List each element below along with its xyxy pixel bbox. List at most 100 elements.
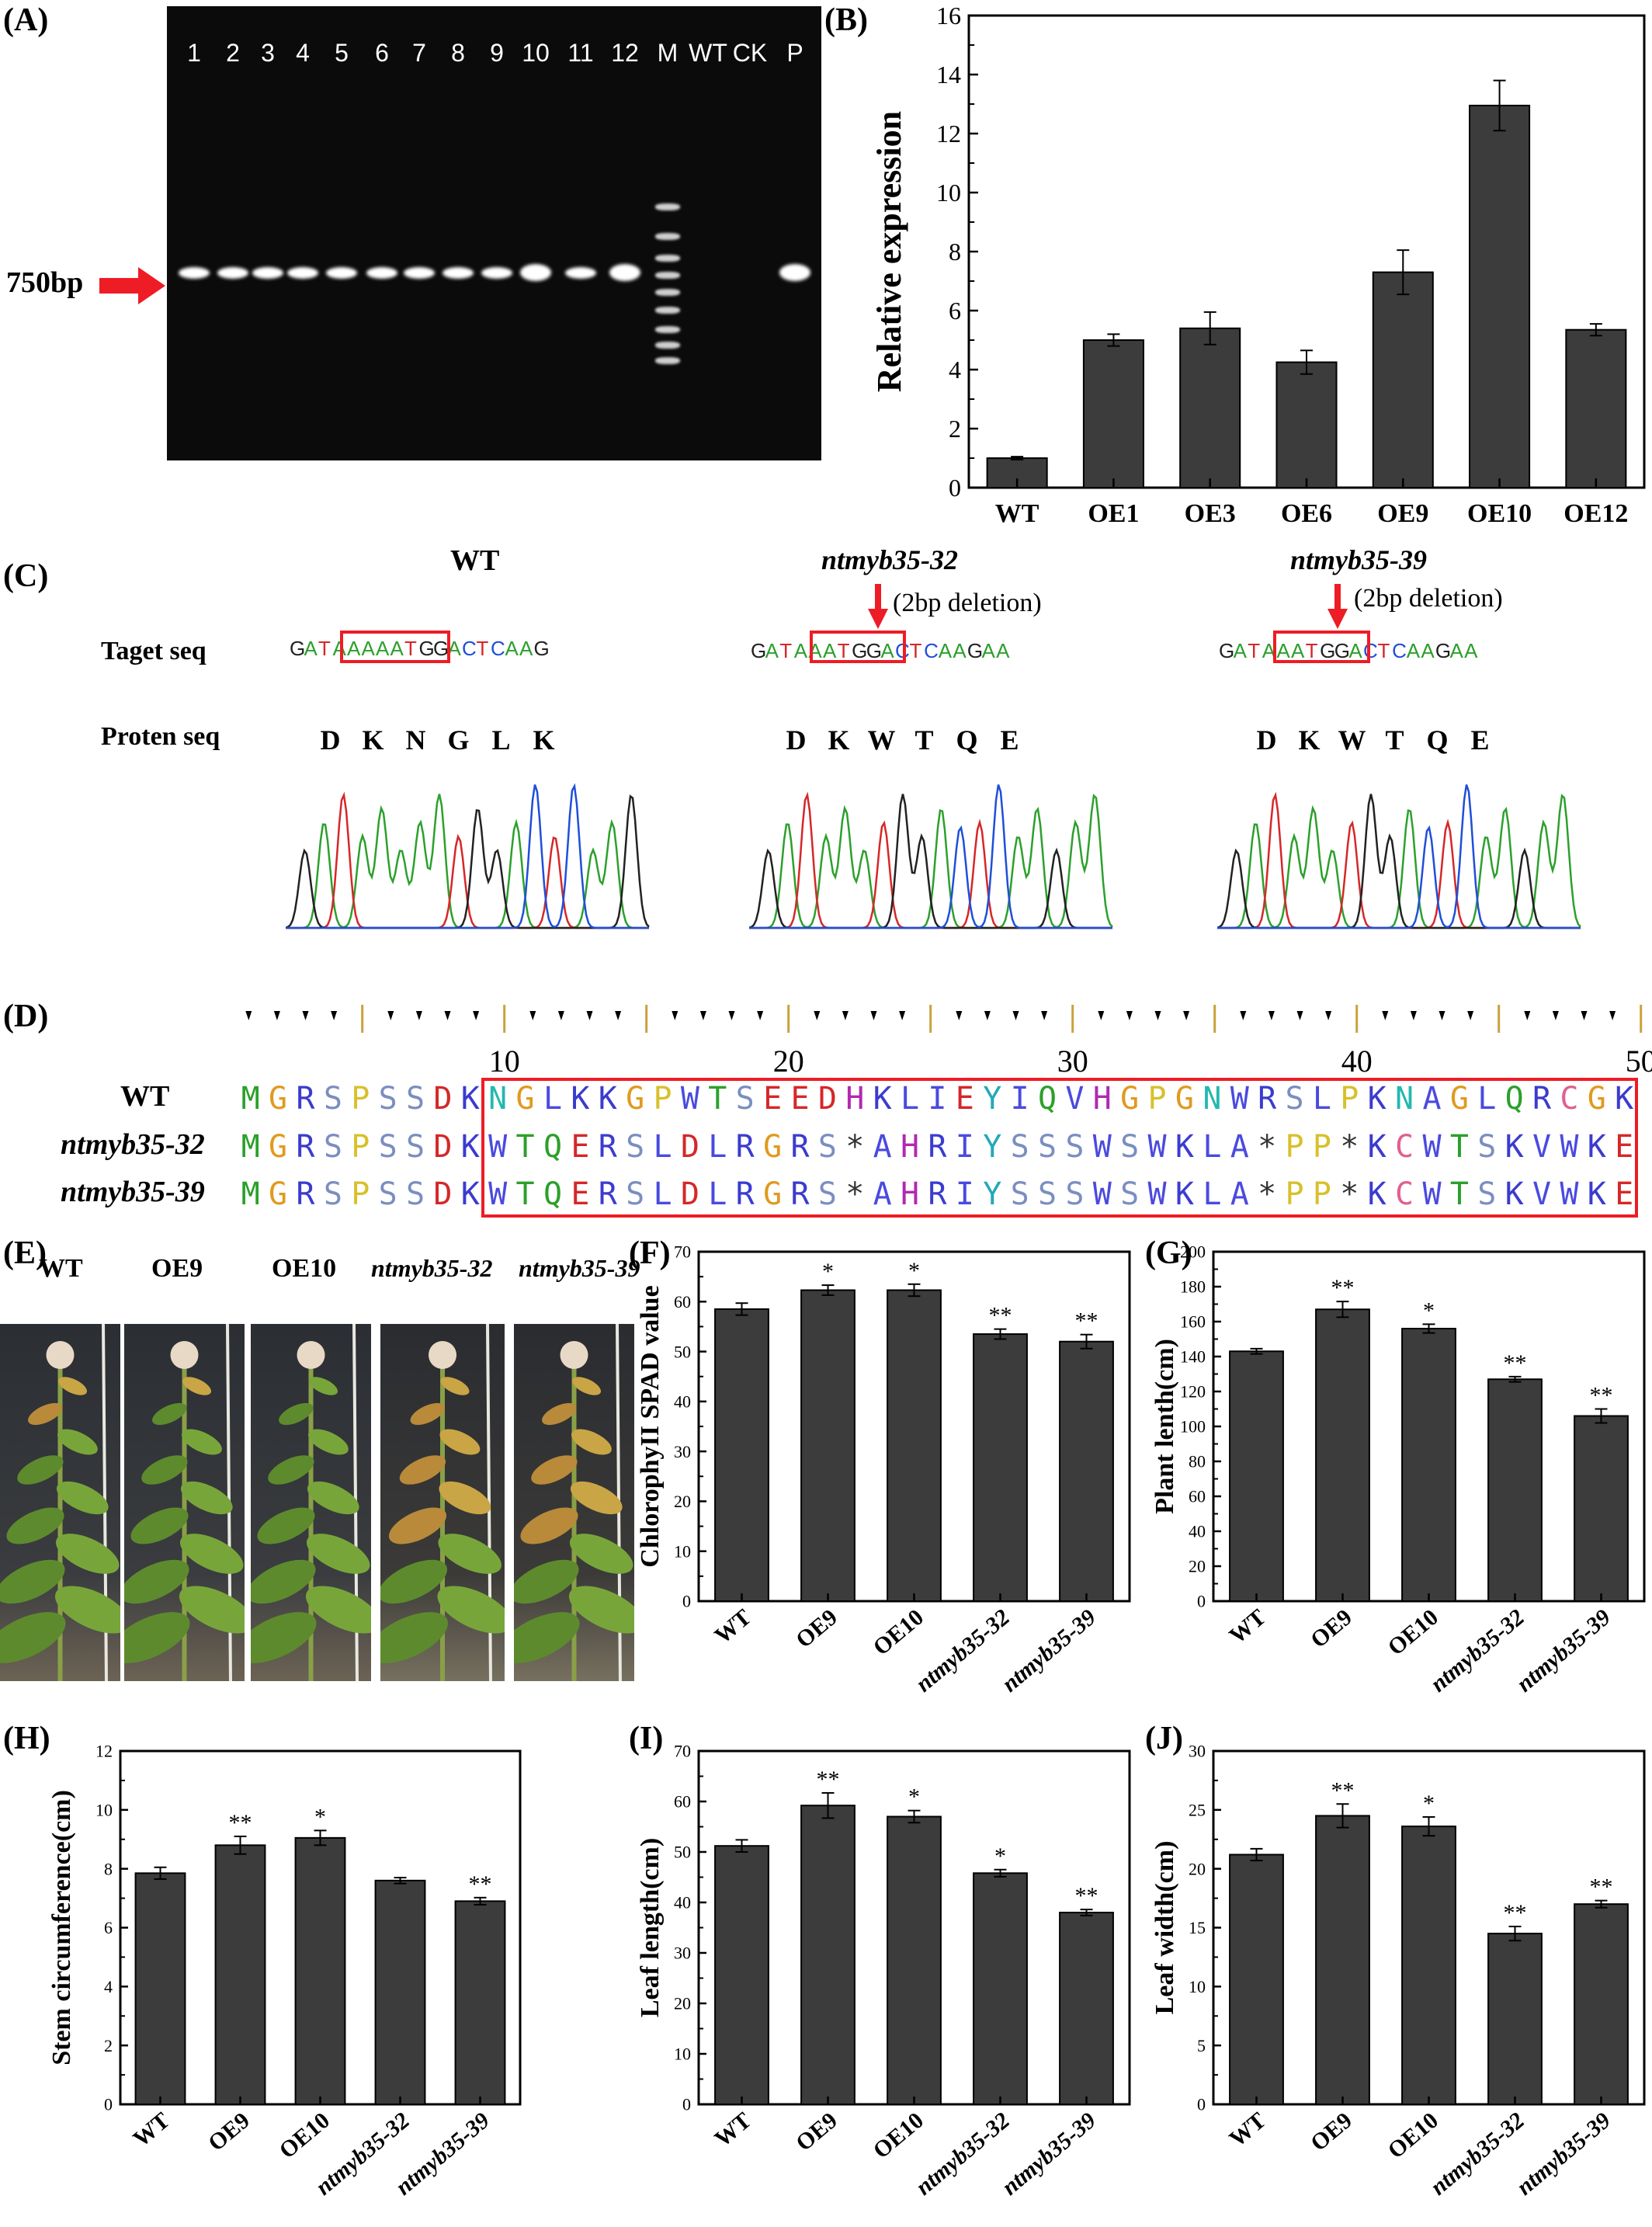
aligned-residue: L (1477, 1081, 1497, 1117)
significance-stars: ** (1331, 1777, 1355, 1803)
aligned-residue: G (1449, 1081, 1469, 1117)
aligned-residue: * (1258, 1129, 1277, 1165)
ruler-minor-tick (473, 1011, 480, 1020)
x-tick-label: OE9 (791, 2107, 842, 2156)
alignment-highlight-box (481, 1078, 1638, 1218)
nucleotide: A (1290, 639, 1308, 662)
aligned-residue: W (1092, 1176, 1112, 1212)
y-tick-label: 20 (674, 1994, 691, 2013)
panel-label-g: (G) (1145, 1235, 1192, 1271)
leaf (380, 1612, 449, 1663)
x-tick-label: WT (710, 2107, 756, 2152)
bar (454, 1900, 506, 2105)
gel-band (326, 267, 357, 279)
aligned-residue: W (1147, 1176, 1167, 1212)
ruler-minor-tick (842, 1011, 849, 1020)
significance-stars: ** (229, 1810, 252, 1836)
aligned-residue: S (378, 1176, 397, 1212)
y-tick-label: 10 (674, 1541, 691, 1561)
leaf (569, 1534, 633, 1574)
aligned-residue: L (1203, 1176, 1222, 1212)
aligned-residue: R (296, 1081, 315, 1117)
trace-c (286, 783, 649, 929)
plant-photo (0, 1324, 120, 1681)
aligned-residue: K (1504, 1176, 1524, 1212)
ruler-minor-tick (387, 1011, 394, 1020)
bar (374, 1879, 426, 2105)
chlorophyll-spad-chart: 0 10 20 30 40 50 60 70 ChlorophyII SPAD value WT *… (636, 1242, 1131, 1697)
gel-band (217, 267, 248, 279)
nucleotide: T (909, 639, 925, 662)
x-tick-label: WT (710, 1604, 756, 1649)
ruler-minor-tick (1296, 1011, 1303, 1020)
aligned-residue: * (1340, 1129, 1359, 1165)
aligned-residue: K (873, 1081, 892, 1117)
aligned-residue: N (1395, 1081, 1414, 1117)
y-tick-label: 25 (1189, 1801, 1206, 1820)
amino-acid: D (320, 724, 341, 756)
aligned-residue: I (955, 1129, 974, 1165)
panel-label-a: (A) (3, 2, 49, 38)
leaf (124, 1612, 190, 1663)
ruler-minor-tick (444, 1011, 451, 1020)
aligned-residue: S (323, 1081, 342, 1117)
aligned-residue: K (1367, 1176, 1386, 1212)
photo-label-32: ntmyb35-32 (371, 1254, 493, 1282)
panel-label-f: (F) (629, 1235, 671, 1271)
ladder-band (655, 255, 680, 262)
photo-label-39: ntmyb35-39 (519, 1254, 640, 1282)
nucleotide: A (1464, 639, 1481, 662)
ladder-band (655, 272, 680, 279)
alignment-row-39: M G R S P S S D K W T Q E R S L D L R G R S * A H R I Y S S S W S W K L A * P P… (237, 1176, 1638, 1212)
ruler-minor-tick (415, 1011, 422, 1020)
gel-lane-label: 3 (261, 39, 275, 67)
bar (1315, 1815, 1370, 2106)
aligned-residue: E (571, 1129, 590, 1165)
aligned-residue: * (845, 1176, 865, 1212)
aligned-residue: H (845, 1081, 865, 1117)
leaf (439, 1481, 491, 1515)
leaf (57, 1429, 98, 1455)
significance-stars: * (314, 1804, 326, 1829)
amino-acid: W (867, 724, 896, 756)
ladder-band (655, 233, 680, 240)
x-tick-label: OE10 (1467, 499, 1532, 528)
leaf (568, 1586, 634, 1634)
aligned-residue: P (351, 1129, 370, 1165)
aligned-residue: P (1312, 1176, 1331, 1212)
amino-acid: Q (1426, 724, 1449, 756)
y-tick-label: 60 (1189, 1487, 1206, 1506)
significance-stars: ** (1331, 1275, 1355, 1301)
bar (1401, 1328, 1456, 1602)
aligned-residue: M (241, 1081, 260, 1117)
significance-stars: * (1423, 1298, 1435, 1323)
y-tick-label: 180 (1180, 1277, 1206, 1297)
leaf (179, 1586, 245, 1634)
x-tick-label: OE9 (1377, 499, 1428, 528)
aligned-residue: H (901, 1129, 920, 1165)
photo-label-wt: WT (39, 1254, 83, 1283)
nucleotide: C (1362, 639, 1381, 662)
x-tick-label: OE10 (869, 1604, 928, 1660)
aligned-residue: S (1285, 1081, 1304, 1117)
y-tick-label: 40 (674, 1392, 691, 1412)
leaf (55, 1534, 120, 1574)
aligned-residue: A (1230, 1129, 1249, 1165)
nucleotide: A (1276, 639, 1293, 662)
y-tick-label: 30 (674, 1944, 691, 1963)
nucleotide: A (361, 637, 378, 660)
aligned-residue: S (1065, 1176, 1085, 1212)
y-axis-label: ChlorophyII SPAD value (636, 1285, 665, 1567)
aligned-residue: A (873, 1176, 892, 1212)
leaf (531, 1455, 578, 1485)
y-tick-label: 20 (1189, 1557, 1206, 1576)
nucleotide: C (1392, 639, 1410, 662)
ruler-number: 30 (1057, 1044, 1088, 1079)
aligned-residue: P (1340, 1081, 1359, 1117)
leaf (268, 1455, 314, 1485)
significance-stars: ** (1075, 1883, 1098, 1909)
aligned-residue: S (1065, 1129, 1085, 1165)
aligned-residue: K (460, 1129, 480, 1165)
gel-lane-label: CK (732, 39, 768, 67)
y-tick-label: 15 (1189, 1918, 1206, 1937)
